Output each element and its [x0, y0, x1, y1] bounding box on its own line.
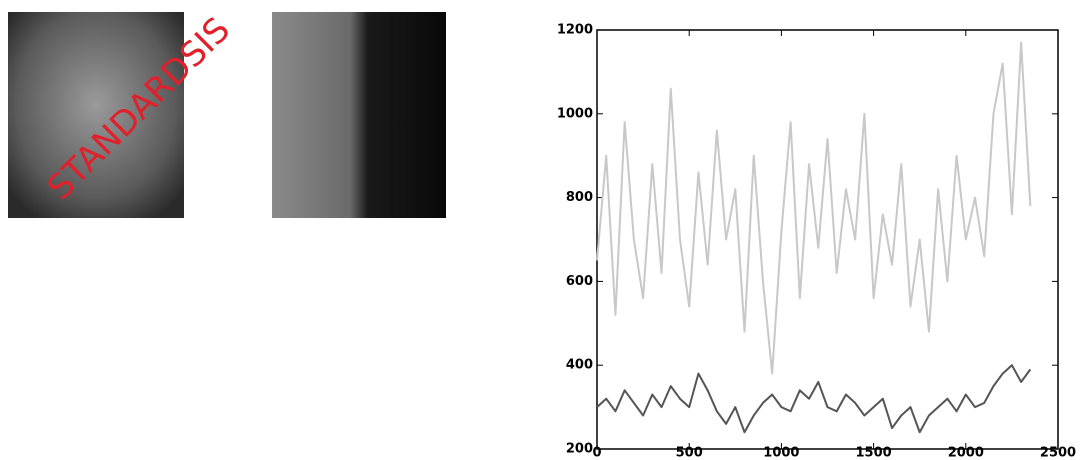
y-tick-label: 1000: [557, 106, 593, 121]
y-tick-label: 200: [566, 442, 593, 457]
x-tick-label: 2500: [1040, 446, 1076, 460]
y-tick-label: 400: [566, 358, 593, 373]
face-image: [8, 12, 184, 218]
x-tick-label: 1500: [856, 446, 892, 460]
x-tick-label: 2000: [948, 446, 984, 460]
plot-frame: [596, 29, 1059, 450]
x-tick-label: 500: [676, 446, 703, 460]
data-line: [596, 41, 1032, 375]
face-image: [272, 12, 446, 218]
data-line: [596, 364, 1032, 434]
y-tick-label: 800: [566, 190, 593, 205]
y-tick-label: 600: [566, 274, 593, 289]
x-tick-label: 1000: [763, 446, 799, 460]
y-tick-label: 1200: [557, 23, 593, 38]
x-tick-label: 0: [592, 446, 601, 460]
